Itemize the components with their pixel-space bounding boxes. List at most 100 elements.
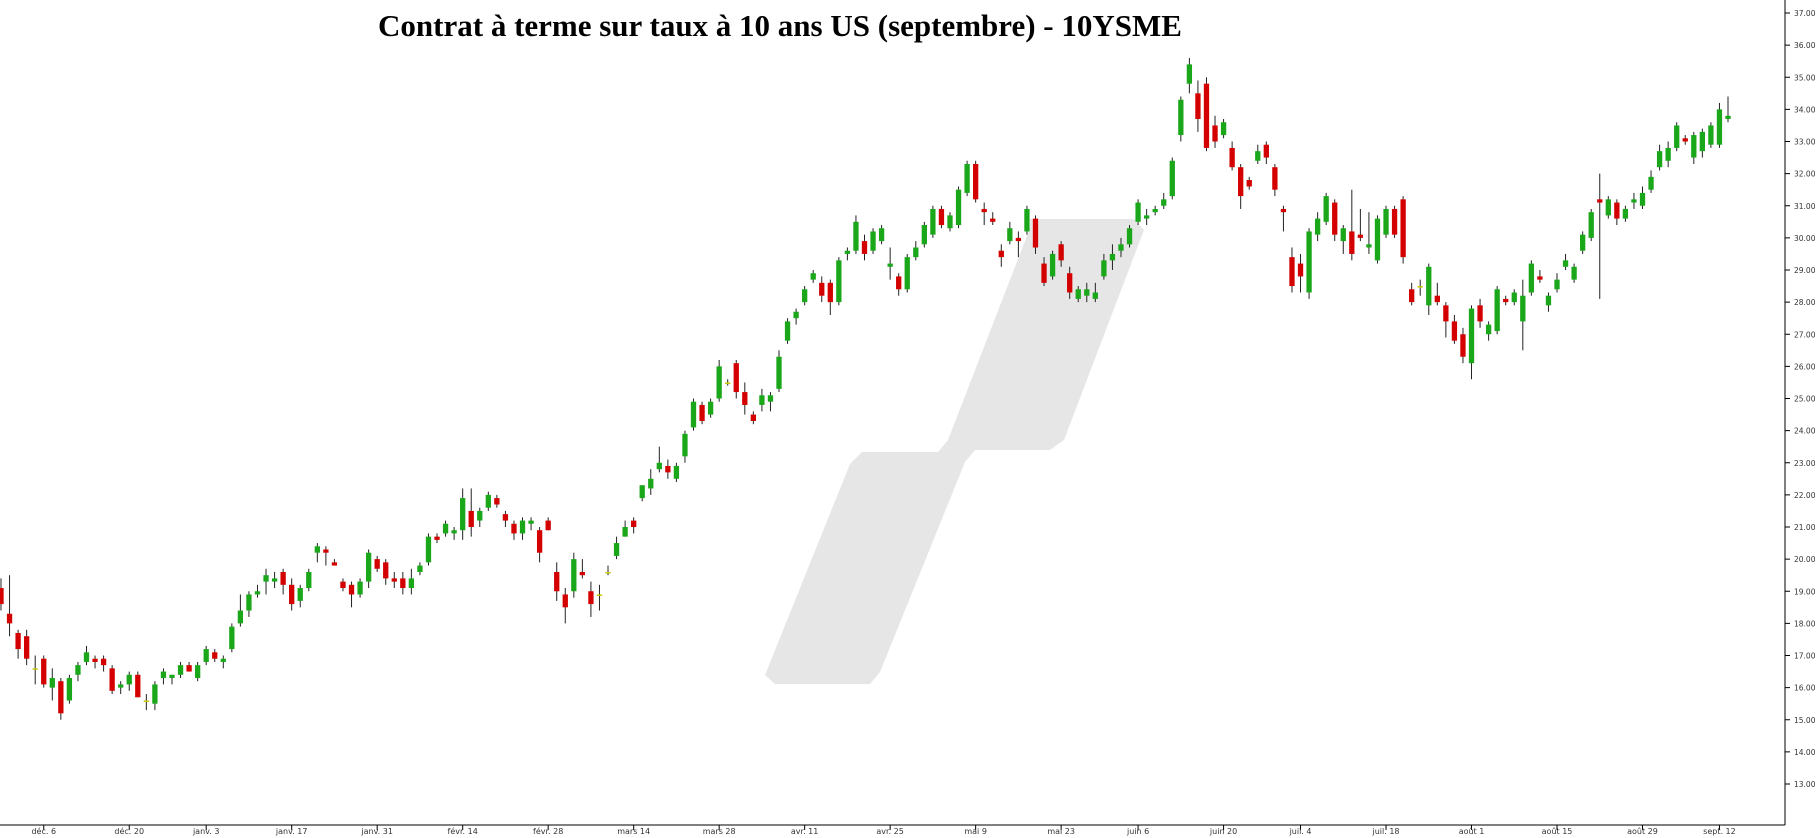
candle-body	[554, 571, 560, 592]
candle-body	[41, 658, 47, 685]
candle-body	[383, 562, 389, 579]
candle-body	[1656, 151, 1663, 168]
y-tick-label: 18.00	[1794, 619, 1816, 628]
candle-body	[519, 520, 526, 534]
candle-body	[100, 658, 107, 666]
x-tick-label: sept. 12	[1703, 827, 1736, 836]
candle-body	[23, 636, 30, 659]
candle-body	[1143, 215, 1150, 219]
candle-body	[1032, 218, 1039, 248]
x-tick-label: avr. 25	[876, 827, 903, 836]
candle-body	[536, 530, 543, 553]
candle-body	[1554, 279, 1560, 290]
candle-body	[613, 543, 620, 556]
candle-body	[365, 552, 372, 582]
candle-body	[622, 527, 628, 537]
x-tick-label: avr. 11	[791, 827, 818, 836]
candle-body	[930, 208, 936, 235]
candle-body	[588, 591, 594, 605]
candle-body	[665, 465, 671, 473]
x-tick-label: mars 28	[703, 827, 736, 836]
candle-body	[921, 225, 927, 245]
candle-body	[1109, 253, 1116, 261]
candle-body	[1212, 125, 1218, 142]
candle-body	[1203, 83, 1210, 148]
candle-body	[1263, 144, 1269, 158]
candle-body	[143, 700, 149, 702]
candle-body	[990, 218, 996, 222]
candle-body	[1280, 208, 1287, 213]
x-tick-label: janv. 3	[192, 827, 219, 836]
candle-body	[1460, 334, 1466, 357]
y-tick-label: 13.00	[1794, 780, 1816, 789]
candle-body	[998, 250, 1004, 258]
candle-body	[280, 571, 286, 585]
y-tick-label: 36.00	[1794, 41, 1816, 50]
candle-body	[246, 594, 252, 611]
candle-body	[348, 584, 355, 595]
candle-body	[271, 578, 278, 582]
candle-body	[955, 189, 962, 226]
candle-body	[1648, 176, 1654, 190]
candle-body	[887, 263, 893, 267]
candle-body	[15, 633, 21, 650]
candle-body	[707, 401, 714, 415]
candle-body	[528, 520, 534, 524]
candle-body	[1417, 286, 1423, 288]
candle-body	[836, 260, 842, 303]
candle-body	[425, 536, 432, 563]
candle-body	[502, 514, 509, 521]
y-tick-label: 30.00	[1794, 234, 1816, 243]
candle-body	[1383, 208, 1389, 235]
candle-body	[1528, 263, 1535, 293]
candle-body	[682, 433, 688, 457]
y-tick-label: 34.00	[1794, 105, 1816, 114]
x-tick-label: févr. 28	[533, 826, 563, 836]
candle-body	[0, 588, 4, 605]
y-tick-label: 33.00	[1794, 138, 1816, 147]
candle-body	[169, 674, 175, 678]
x-tick-label: févr. 14	[448, 826, 478, 836]
candle-body	[194, 665, 201, 678]
candle-body	[1451, 321, 1458, 341]
y-tick-label: 22.00	[1794, 491, 1816, 500]
candle-body	[861, 241, 868, 254]
candle-body	[1409, 289, 1415, 303]
y-tick-label: 26.00	[1794, 362, 1816, 371]
candle-body	[716, 366, 722, 399]
candle-body	[1691, 135, 1697, 158]
y-tick-label: 28.00	[1794, 298, 1816, 307]
candle-body	[579, 571, 586, 576]
candle-body	[1306, 231, 1312, 293]
candle-body	[562, 594, 568, 608]
candle-body	[545, 520, 551, 531]
candle-body	[1622, 208, 1629, 219]
candle-body	[733, 363, 739, 393]
x-tick-label: juil. 18	[1372, 827, 1400, 836]
candle-body	[417, 565, 423, 572]
candle-body	[1058, 244, 1064, 261]
candle-body	[938, 208, 945, 226]
x-tick-label: mars 14	[617, 827, 650, 836]
candle-body	[1434, 295, 1440, 303]
x-tick-label: août 15	[1542, 827, 1573, 836]
candle-body	[152, 684, 158, 704]
candle-body	[1323, 196, 1329, 222]
x-tick-label: juil. 4	[1289, 827, 1312, 836]
candle-body	[1049, 253, 1056, 277]
candle-body	[1118, 244, 1124, 251]
candle-body	[896, 276, 902, 290]
candle-body	[639, 485, 645, 499]
candle-body	[126, 674, 132, 685]
candle-body	[913, 247, 919, 258]
candle-body	[699, 404, 705, 421]
candle-body	[981, 208, 987, 213]
candle-body	[1075, 289, 1081, 299]
candle-body	[75, 665, 81, 675]
candle-body	[109, 668, 115, 691]
candle-body	[1161, 199, 1167, 206]
y-tick-label: 37.00	[1794, 9, 1816, 18]
candle-body	[1597, 199, 1603, 203]
candle-body	[1477, 305, 1483, 322]
